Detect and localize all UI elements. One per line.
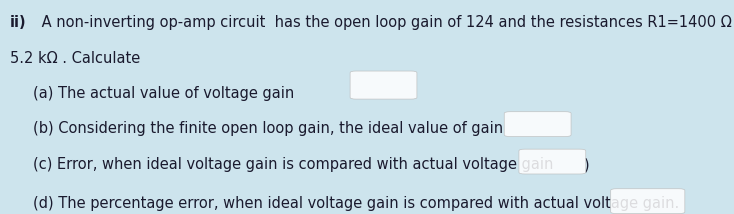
FancyBboxPatch shape (504, 112, 571, 137)
FancyBboxPatch shape (519, 149, 586, 174)
Text: ): ) (584, 157, 589, 172)
Text: (a) The actual value of voltage gain: (a) The actual value of voltage gain (33, 86, 294, 101)
Text: 5.2 kΩ . Calculate: 5.2 kΩ . Calculate (10, 51, 139, 66)
Text: (c) Error, when ideal voltage gain is compared with actual voltage gain: (c) Error, when ideal voltage gain is co… (33, 157, 553, 172)
Text: A non-inverting op-amp circuit  has the open loop gain of 124 and the resistance: A non-inverting op-amp circuit has the o… (37, 15, 734, 30)
Text: ii): ii) (10, 15, 26, 30)
Text: (d) The percentage error, when ideal voltage gain is compared with actual voltag: (d) The percentage error, when ideal vol… (33, 196, 679, 211)
FancyBboxPatch shape (350, 71, 417, 99)
Text: (b) Considering the finite open loop gain, the ideal value of gain: (b) Considering the finite open loop gai… (33, 121, 503, 136)
FancyBboxPatch shape (611, 189, 685, 214)
